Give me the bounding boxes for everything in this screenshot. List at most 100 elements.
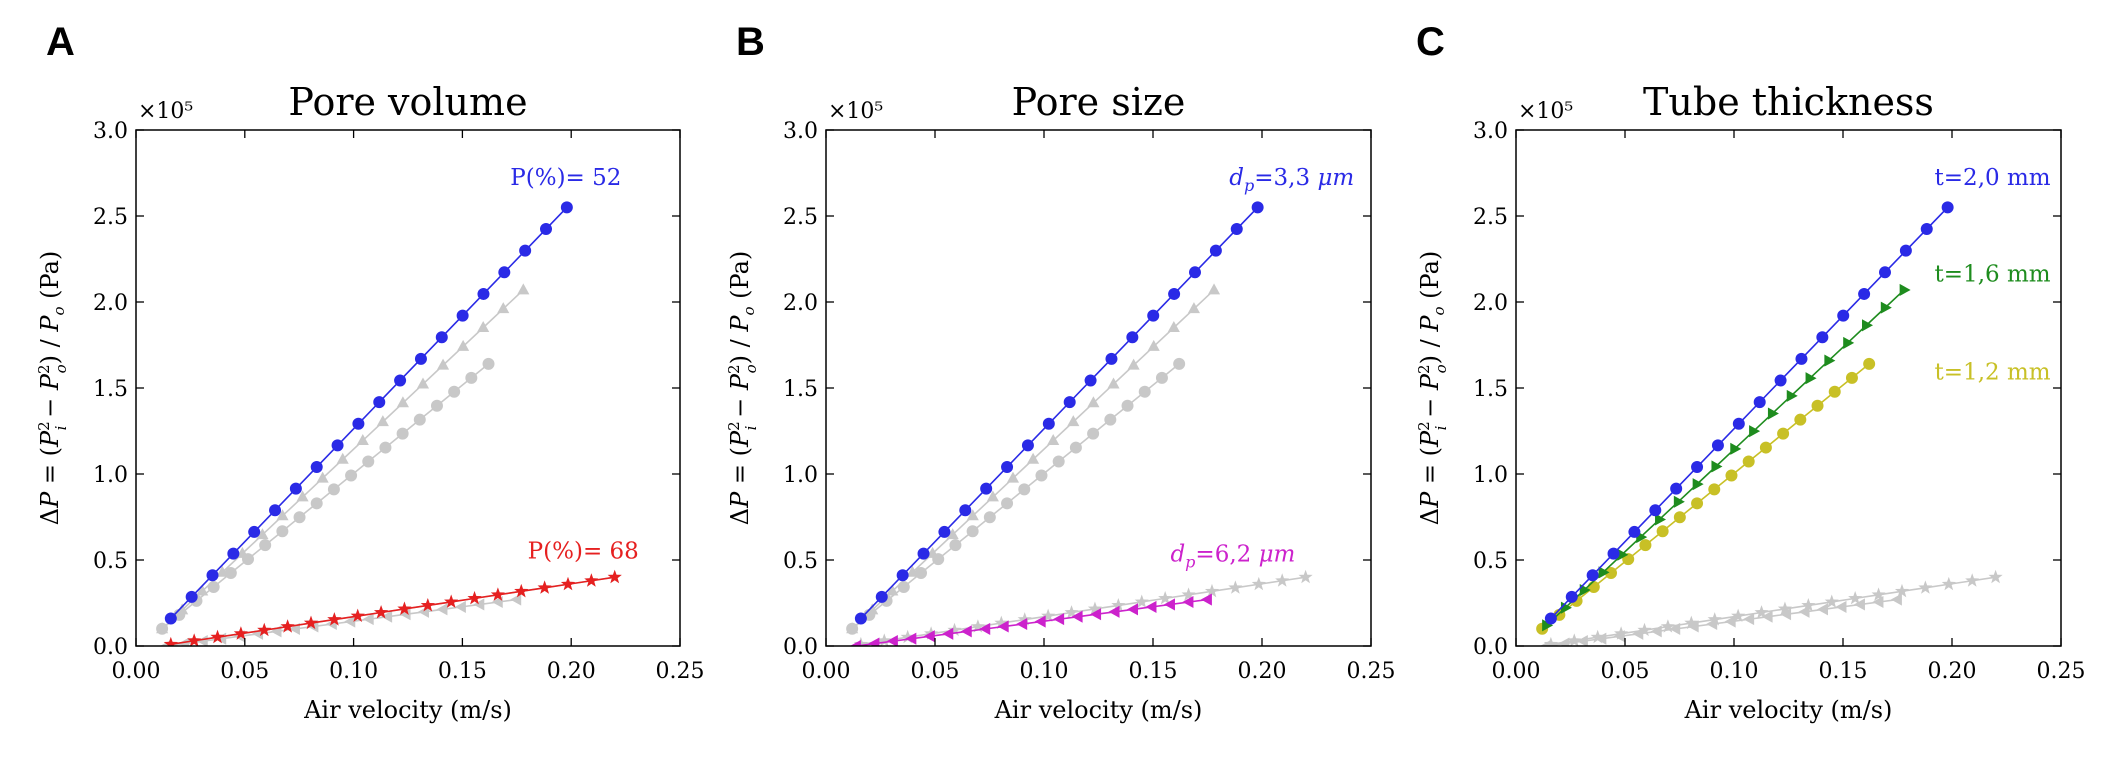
data-point bbox=[1084, 374, 1097, 387]
data-point bbox=[947, 622, 962, 637]
x-tick-label: 0.25 bbox=[1347, 659, 1396, 684]
data-point bbox=[1837, 309, 1850, 322]
data-point bbox=[1042, 417, 1055, 430]
data-point bbox=[1035, 469, 1048, 482]
x-axis-label: Air velocity (m/s) bbox=[303, 696, 512, 724]
data-point bbox=[310, 497, 323, 510]
data-point bbox=[1138, 385, 1151, 398]
plot-area bbox=[156, 201, 622, 646]
data-point bbox=[607, 569, 622, 584]
data-point bbox=[381, 610, 393, 623]
data-point bbox=[1111, 598, 1126, 612]
data-point bbox=[1706, 617, 1718, 631]
data-point bbox=[1637, 622, 1652, 637]
data-point bbox=[224, 567, 237, 580]
data-point bbox=[1628, 525, 1641, 538]
data-point bbox=[1767, 407, 1779, 420]
x-tick-label: 0.00 bbox=[802, 659, 851, 684]
data-point bbox=[1639, 539, 1652, 552]
data-point bbox=[1725, 469, 1738, 482]
data-point bbox=[1774, 374, 1787, 387]
data-point bbox=[397, 601, 412, 615]
data-point bbox=[1780, 608, 1792, 621]
data-point bbox=[877, 633, 892, 646]
x-tick-label: 0.10 bbox=[329, 659, 378, 684]
axes-frame bbox=[135, 129, 681, 647]
plot-area bbox=[846, 201, 1313, 646]
data-point bbox=[1880, 301, 1892, 314]
data-point bbox=[994, 615, 1009, 630]
data-point bbox=[276, 525, 289, 538]
data-point bbox=[979, 622, 991, 635]
data-point bbox=[1134, 594, 1149, 608]
data-point bbox=[1890, 593, 1902, 606]
data-point bbox=[1835, 600, 1847, 613]
x-tick-label: 0.00 bbox=[112, 659, 161, 684]
data-point bbox=[1687, 620, 1699, 633]
data-point bbox=[331, 439, 344, 452]
data-point bbox=[1590, 629, 1605, 644]
series-label: t=2,0 mm bbox=[1935, 165, 2051, 191]
data-point bbox=[269, 504, 282, 517]
data-point bbox=[414, 352, 427, 365]
data-point bbox=[1230, 223, 1243, 236]
data-point bbox=[1147, 309, 1160, 322]
data-point bbox=[1708, 483, 1721, 496]
data-point bbox=[1126, 331, 1139, 344]
data-point bbox=[350, 608, 365, 623]
data-point bbox=[187, 633, 202, 646]
data-point bbox=[1576, 635, 1588, 646]
panel-c: C Tube thickness ×10⁵ 0.00 0.05 0.10 0.15 0.20 0… bbox=[1415, 20, 2085, 724]
data-point bbox=[1743, 613, 1755, 626]
panel-b: B Pore size ×10⁵ 0.00 0.05 0.10 0.15 0.20 0.25 0.… bbox=[725, 20, 1395, 724]
x-tick-label: 0.15 bbox=[1129, 659, 1178, 684]
y-axis-label: ΔP = (P2i − P2o) / Po (Pa) bbox=[35, 251, 70, 526]
data-point bbox=[362, 455, 375, 468]
data-point bbox=[1692, 478, 1704, 491]
data-point bbox=[1127, 358, 1140, 370]
data-point bbox=[917, 547, 930, 560]
series-label: P(%)= 52 bbox=[510, 165, 621, 191]
data-point bbox=[959, 504, 972, 517]
data-point bbox=[1872, 595, 1884, 609]
data-point bbox=[1988, 569, 2003, 584]
x-tick-label: 0.20 bbox=[547, 659, 596, 684]
y-tick-label: 0.0 bbox=[1473, 635, 1508, 660]
data-point bbox=[938, 525, 951, 538]
data-point bbox=[1798, 605, 1810, 618]
data-point bbox=[986, 490, 999, 502]
data-point bbox=[356, 433, 369, 445]
data-point bbox=[1107, 377, 1120, 389]
data-point bbox=[560, 576, 576, 591]
data-point bbox=[510, 593, 522, 606]
axes-frame bbox=[1515, 129, 2062, 647]
plot-area bbox=[1536, 201, 2003, 646]
data-point bbox=[394, 374, 407, 387]
y-tick-label: 1.5 bbox=[1473, 377, 1508, 402]
data-point bbox=[196, 635, 208, 646]
y-tick-label: 2.5 bbox=[93, 205, 128, 230]
data-point bbox=[1567, 633, 1582, 646]
data-point bbox=[1063, 396, 1076, 409]
data-point bbox=[923, 630, 935, 643]
data-point bbox=[1920, 223, 1933, 236]
x-tick-label: 0.25 bbox=[656, 659, 705, 684]
y-tick-label: 3.0 bbox=[1473, 119, 1508, 144]
data-point bbox=[1848, 590, 1863, 605]
data-point bbox=[1121, 399, 1134, 412]
data-point bbox=[1147, 339, 1160, 351]
data-point bbox=[1595, 632, 1607, 645]
data-point bbox=[1816, 331, 1829, 344]
data-point bbox=[1034, 615, 1046, 628]
data-point bbox=[1894, 583, 1910, 598]
data-point bbox=[1749, 425, 1761, 438]
data-point bbox=[1899, 283, 1911, 297]
data-point bbox=[1862, 319, 1874, 332]
x-tick-label: 0.20 bbox=[1928, 659, 1977, 684]
data-point bbox=[344, 615, 356, 628]
data-point bbox=[1155, 371, 1168, 384]
data-point bbox=[436, 603, 448, 616]
data-point bbox=[336, 452, 349, 464]
data-point bbox=[1158, 590, 1173, 605]
y-tick-label: 0.0 bbox=[783, 635, 818, 660]
